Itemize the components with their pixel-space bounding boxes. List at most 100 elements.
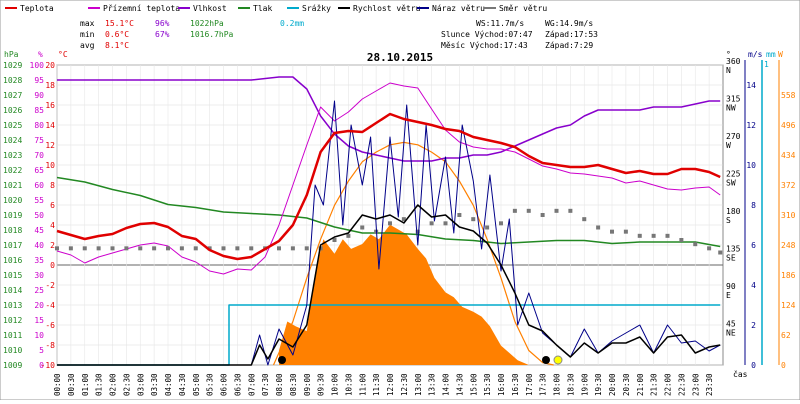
time-tick-13: 06:30 bbox=[233, 373, 242, 396]
hpa-tick-7: 1022 bbox=[3, 166, 22, 175]
time-tick-32: 16:00 bbox=[497, 373, 506, 396]
time-tick-16: 08:00 bbox=[275, 373, 284, 396]
temp-tick-0: 20 bbox=[45, 61, 55, 70]
wind-tick-4: 6 bbox=[751, 241, 756, 250]
hum-tick-12: 40 bbox=[34, 241, 44, 250]
legend-label-6: Náraz větru bbox=[432, 4, 485, 13]
dir-deg-1: 315 bbox=[726, 95, 741, 104]
legend-label-5: Rychlost větru bbox=[353, 4, 421, 13]
sunset-marker bbox=[553, 355, 563, 365]
time-tick-34: 17:00 bbox=[525, 373, 534, 396]
hpa-tick-1: 1028 bbox=[3, 76, 22, 85]
dir-name-3: SW bbox=[726, 179, 736, 188]
time-tick-27: 13:30 bbox=[428, 373, 437, 396]
dir-name-2: W bbox=[726, 141, 731, 150]
time-tick-9: 04:30 bbox=[178, 373, 187, 396]
wind-dir-point-43 bbox=[651, 233, 656, 238]
temp-tick-7: 6 bbox=[50, 201, 55, 210]
info-block: WS:11.7m/s WG:14.9m/s Slunce Východ:07:4… bbox=[441, 19, 598, 50]
legend-label-1: Přízemní teplota bbox=[103, 4, 180, 13]
solar-axis: 558 496 434 372 310 248 186 124 62 0 bbox=[781, 91, 796, 370]
dir-name-6: E bbox=[726, 291, 731, 300]
dir-name-0: N bbox=[726, 66, 731, 75]
legend-label-3: Tlak bbox=[253, 4, 272, 13]
hpa-tick-6: 1023 bbox=[3, 151, 22, 160]
hpa-tick-9: 1020 bbox=[3, 196, 22, 205]
time-tick-0: 00:00 bbox=[53, 373, 62, 396]
dir-unit: ° bbox=[726, 50, 731, 59]
hpa-tick-3: 1026 bbox=[3, 106, 22, 115]
temp-tick-13: -6 bbox=[45, 321, 55, 330]
wind-direction-series bbox=[55, 208, 723, 255]
time-tick-23: 11:30 bbox=[372, 373, 381, 396]
solar-tick-8: 62 bbox=[781, 331, 791, 340]
solar-tick-6: 186 bbox=[781, 271, 796, 280]
pressure-series bbox=[56, 176, 721, 248]
dir-deg-5: 135 bbox=[726, 245, 741, 254]
time-tick-24: 12:00 bbox=[386, 373, 395, 396]
solar-tick-9: 0 bbox=[781, 361, 786, 370]
rain-unit: mm bbox=[766, 50, 776, 59]
hum-tick-17: 15 bbox=[34, 316, 44, 325]
temp-tick-6: 8 bbox=[50, 181, 55, 190]
wind-dir-point-2 bbox=[82, 246, 87, 251]
wind-dir-point-7 bbox=[152, 246, 157, 251]
time-tick-6: 03:00 bbox=[136, 373, 145, 396]
wind-dir-point-22 bbox=[360, 225, 365, 230]
temperature-series bbox=[56, 112, 721, 261]
wind-dir-point-29 bbox=[457, 213, 462, 217]
chart-title: 28.10.2015 bbox=[367, 51, 433, 64]
wind-tick-0: 14 bbox=[746, 81, 756, 90]
stat-max-label: max bbox=[80, 19, 95, 28]
solar-tick-0: 558 bbox=[781, 91, 796, 100]
time-tick-33: 16:30 bbox=[511, 373, 520, 396]
legend-label-4: Srážky bbox=[302, 4, 331, 13]
wind-dir-point-42 bbox=[637, 233, 642, 238]
temperature-line bbox=[56, 112, 721, 261]
wind-tick-7: 0 bbox=[751, 361, 756, 370]
dir-deg-0: 360 bbox=[726, 57, 741, 66]
info-wg: WG:14.9m/s bbox=[545, 19, 593, 28]
time-tick-36: 18:00 bbox=[553, 373, 562, 396]
wind-speed-axis: 14 12 10 8 6 4 2 0 bbox=[746, 81, 756, 370]
wind-tick-2: 10 bbox=[746, 161, 756, 170]
time-tick-21: 10:30 bbox=[344, 373, 353, 396]
wind-dir-point-40 bbox=[610, 229, 614, 234]
solar-area bbox=[279, 224, 529, 365]
time-tick-3: 01:30 bbox=[95, 373, 104, 396]
hpa-tick-10: 1019 bbox=[3, 211, 22, 220]
wind-dir-point-8 bbox=[166, 246, 170, 251]
temp-tick-12: -4 bbox=[45, 301, 55, 310]
stat-min-press: 1016.7hPa bbox=[190, 30, 234, 39]
dir-name-7: NE bbox=[726, 329, 736, 338]
time-tick-35: 17:30 bbox=[539, 373, 548, 396]
wind-dir-point-48 bbox=[718, 250, 723, 255]
temp-tick-14: -8 bbox=[45, 341, 55, 350]
time-tick-30: 15:00 bbox=[469, 373, 478, 396]
time-tick-39: 19:30 bbox=[594, 373, 603, 396]
sunrise-marker bbox=[278, 356, 286, 364]
stat-avg-label: avg bbox=[80, 41, 95, 50]
temp-tick-1: 18 bbox=[45, 81, 55, 90]
dir-deg-6: 90 bbox=[726, 282, 736, 291]
temp-tick-3: 14 bbox=[45, 121, 55, 130]
wind-dir-point-20 bbox=[332, 238, 337, 242]
wind-dir-point-39 bbox=[596, 225, 601, 230]
hpa-tick-14: 1015 bbox=[3, 271, 22, 280]
stat-avg-temp: 8.1°C bbox=[105, 41, 129, 50]
stat-max-rain: 0.2mm bbox=[280, 19, 304, 28]
wind-dir-point-30 bbox=[471, 217, 476, 222]
temp-tick-5: 10 bbox=[45, 161, 55, 170]
solar-series bbox=[279, 224, 529, 365]
pressure-line bbox=[56, 176, 721, 248]
info-sun-rise: Slunce Východ:07:47 bbox=[441, 30, 533, 39]
wind-tick-3: 8 bbox=[751, 201, 756, 210]
stat-min-hum: 67% bbox=[155, 30, 170, 39]
wind-dir-point-10 bbox=[193, 246, 198, 251]
hum-tick-9: 55 bbox=[34, 196, 44, 205]
stat-min-label: min bbox=[80, 30, 95, 39]
hpa-tick-15: 1014 bbox=[3, 286, 22, 295]
hum-tick-10: 50 bbox=[34, 211, 44, 220]
